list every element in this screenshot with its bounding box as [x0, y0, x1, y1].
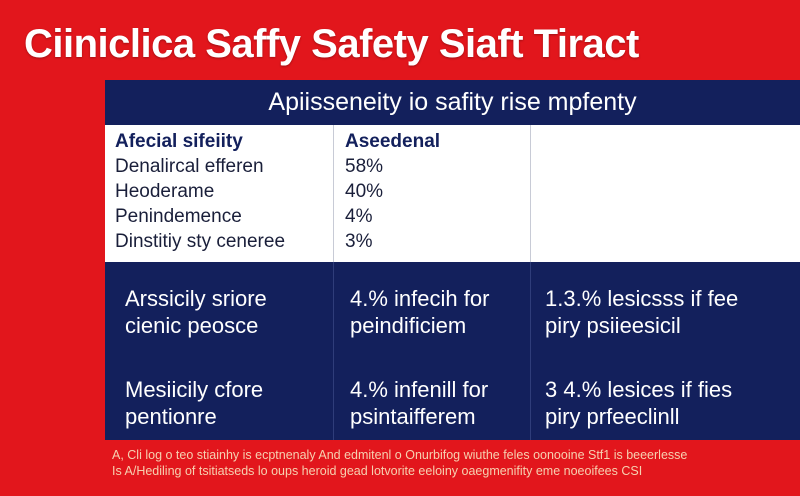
row-value: 58% [345, 156, 384, 177]
cell-text: psintaifferem [350, 404, 476, 429]
cell-text: 3 4.% lesices if fies [545, 377, 733, 402]
cell: 3 4.% lesices if fies piry prfeeclinll [545, 376, 732, 430]
row-value: 4% [345, 206, 373, 227]
footnote: A, Cli log o teo stiainhy is ecptnenaly … [112, 447, 687, 479]
col2: Aseedenal 58% 40% 4% 3% [335, 125, 530, 266]
col1-heading: Afecial sifeiity [115, 131, 243, 152]
cell: 1.3.% lesicsss if fee piry psiieesicil [545, 285, 738, 339]
cell-text: 4.% infenill for [350, 377, 489, 402]
cell: 4.% infenill for psintaifferem [350, 376, 488, 430]
cell: Mesiicily cfore pentionre [125, 376, 263, 430]
col2-heading: Aseedenal [345, 131, 441, 152]
divider [530, 262, 531, 440]
safety-table: Apiisseneity io safity rise mpfenty Afec… [105, 80, 800, 440]
page-title: Ciiniclica Saffy Safety Siaft Tiract [24, 22, 639, 66]
col1: Afecial sifeiity Denalircal efferen Heod… [105, 125, 333, 266]
cell-text: 4.% infecih for [350, 286, 490, 311]
divider [333, 125, 334, 262]
footnote-line: A, Cli log o teo stiainhy is ecptnenaly … [112, 448, 688, 462]
table-row: Mesiicily cfore pentionre 4.% infenill fo… [105, 376, 800, 436]
row-value: 40% [345, 181, 384, 202]
row-label: Heoderame [115, 181, 215, 202]
cell-text: pentionre [125, 404, 217, 429]
cell-text: 1.3.% lesicsss if fee [545, 286, 739, 311]
cell-text: piry psiieesicil [545, 313, 681, 338]
cell-text: Mesiicily cfore [125, 377, 264, 402]
cell-text: piry prfeeclinll [545, 404, 680, 429]
cell: Arssicily sriore cienic peosce [125, 285, 267, 339]
row-label: Denalircal efferen [115, 156, 264, 177]
row-label: Dinstitiy sty ceneree [115, 231, 286, 252]
cell-text: Arssicily sriore [125, 286, 267, 311]
divider [530, 125, 531, 262]
cell-text: cienic peosce [125, 313, 259, 338]
cell-text: peindificiem [350, 313, 467, 338]
cell: 4.% infecih for peindificiem [350, 285, 489, 339]
row-value: 3% [345, 231, 373, 252]
divider [333, 262, 334, 440]
row-label: Penindemence [115, 206, 242, 227]
table-white-section: Afecial sifeiity Denalircal efferen Heod… [105, 125, 800, 262]
table-header: Apiisseneity io safity rise mpfenty [268, 88, 637, 116]
table-row: Arssicily sriore cienic peosce 4.% infeci… [105, 285, 800, 345]
footnote-line: Is A/Hediling of tsitiatseds lo oups her… [112, 464, 643, 478]
